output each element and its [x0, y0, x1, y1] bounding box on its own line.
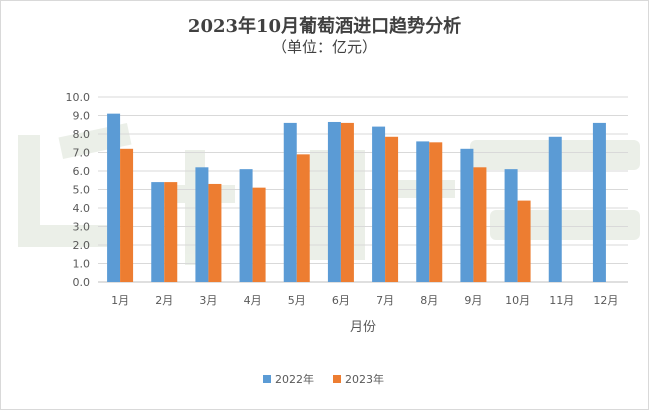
bar-2022年-6月: [327, 121, 341, 282]
bar-2022年-8月: [416, 141, 430, 282]
bar-2022年-2月: [151, 182, 165, 282]
bar-2023年-3月: [208, 183, 222, 282]
y-tick-label: 8.0: [73, 128, 91, 141]
x-tick-label: 5月: [288, 294, 306, 307]
y-tick-label: 1.0: [73, 258, 91, 271]
x-tick-label: 11月: [549, 294, 574, 307]
legend-label: 2022年: [275, 372, 314, 386]
x-axis-ticks: 1月 2月 3月 4月 5月 6月 7月 8月 9月 10月 11月 12月: [111, 294, 618, 307]
x-axis-label: 月份: [350, 320, 376, 335]
bar-2022年-5月: [283, 122, 297, 283]
bar-2023年-4月: [252, 187, 266, 282]
x-tick-label: 6月: [332, 294, 350, 307]
y-tick-label: 9.0: [73, 110, 91, 123]
x-tick-label: 3月: [199, 294, 217, 307]
y-tick-label: 3.0: [73, 221, 91, 234]
bar-2023年-1月: [120, 148, 134, 282]
y-tick-label: 4.0: [73, 202, 91, 215]
bar-2022年-3月: [195, 167, 209, 282]
bar-2022年-4月: [239, 169, 253, 282]
y-tick-label: 10.0: [66, 91, 91, 104]
x-tick-label: 10月: [505, 294, 530, 307]
legend: 2022年 2023年: [263, 372, 384, 386]
bar-2022年-11月: [548, 136, 562, 282]
x-tick-label: 2月: [155, 294, 173, 307]
bar-2022年-9月: [460, 148, 474, 282]
legend-label: 2023年: [345, 372, 384, 386]
bar-2023年-5月: [296, 154, 310, 282]
legend-swatch: [263, 375, 271, 383]
grid-lines: [98, 96, 628, 283]
x-tick-label: 12月: [593, 294, 618, 307]
y-tick-label: 6.0: [73, 165, 91, 178]
x-tick-label: 1月: [111, 294, 129, 307]
legend-swatch: [333, 375, 341, 383]
y-axis-ticks: 0.0 1.0 2.0 3.0 4.0 5.0 6.0 7.0 8.0 9.0 10.0: [66, 91, 91, 289]
chart-title: 2023年10月葡萄酒进口趋势分析: [187, 16, 462, 37]
y-tick-label: 7.0: [73, 147, 91, 160]
bar-2023年-6月: [340, 122, 354, 283]
bar-2023年-7月: [385, 136, 399, 282]
chart-subtitle: （单位：亿元）: [271, 38, 377, 56]
x-tick-label: 9月: [464, 294, 482, 307]
bar-series: [107, 113, 606, 283]
y-tick-label: 2.0: [73, 239, 91, 252]
y-tick-label: 5.0: [73, 184, 91, 197]
bar-2022年-10月: [504, 169, 518, 282]
bar-2022年-1月: [107, 113, 121, 283]
bar-2023年-8月: [429, 142, 443, 282]
x-tick-label: 7月: [376, 294, 394, 307]
x-tick-label: 4月: [244, 294, 262, 307]
bar-2023年-10月: [517, 200, 531, 282]
y-tick-label: 0.0: [73, 276, 91, 289]
bar-2023年-2月: [164, 182, 178, 282]
bar-2022年-12月: [592, 122, 606, 283]
bar-2023年-9月: [473, 167, 487, 282]
bar-2022年-7月: [372, 126, 386, 282]
x-tick-label: 8月: [420, 294, 438, 307]
